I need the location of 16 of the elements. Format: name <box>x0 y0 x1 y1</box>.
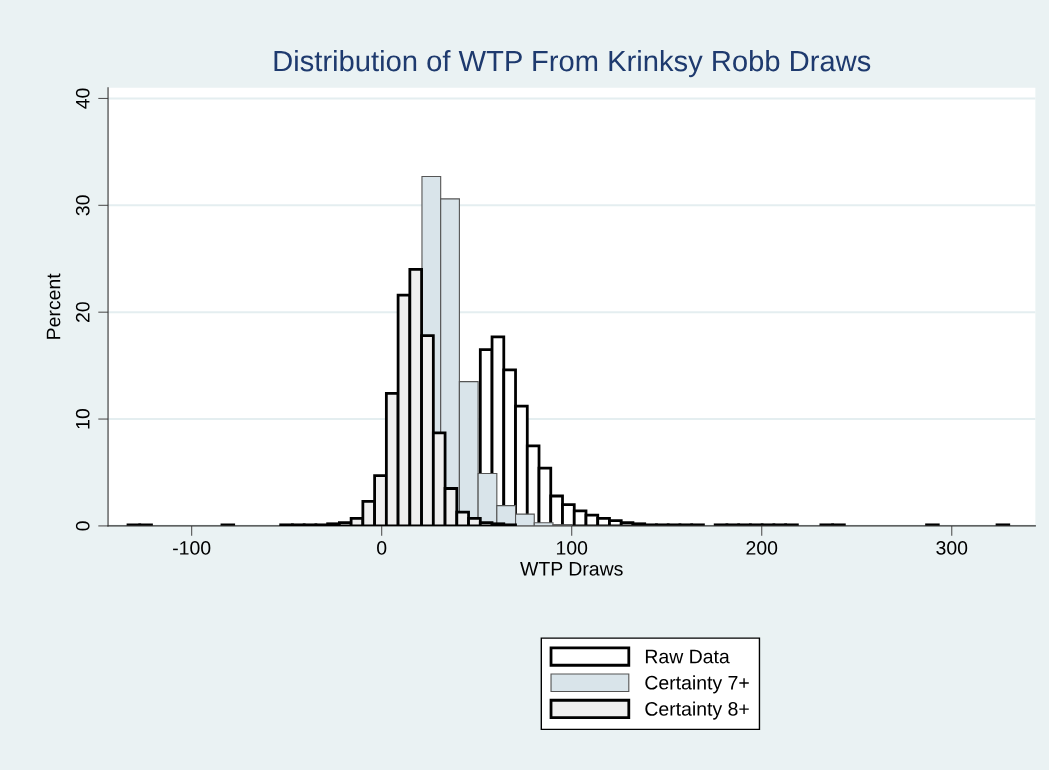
x-tick-label: -100 <box>173 541 211 555</box>
x-tick-label: 0 <box>377 541 387 555</box>
y-tick-label: 0 <box>75 521 90 531</box>
y-tick-label: 20 <box>75 302 90 323</box>
x-axis-title: WTP Draws <box>520 562 623 576</box>
chart-title: Distribution of WTP From Krinksy Robb Draws <box>274 49 871 78</box>
x-tick-label: 300 <box>936 541 968 555</box>
x-tick-label: 100 <box>556 541 588 555</box>
legend-label: Certainty 8+ <box>645 701 749 720</box>
legend-label: Raw Data <box>645 649 730 664</box>
y-tick-label: 40 <box>75 88 90 109</box>
legend-label: Certainty 7+ <box>645 675 749 694</box>
y-axis-title: Percent <box>46 273 61 339</box>
x-tick-label: 200 <box>746 541 778 555</box>
y-tick-label: 30 <box>75 195 90 216</box>
y-tick-label: 10 <box>75 408 90 429</box>
